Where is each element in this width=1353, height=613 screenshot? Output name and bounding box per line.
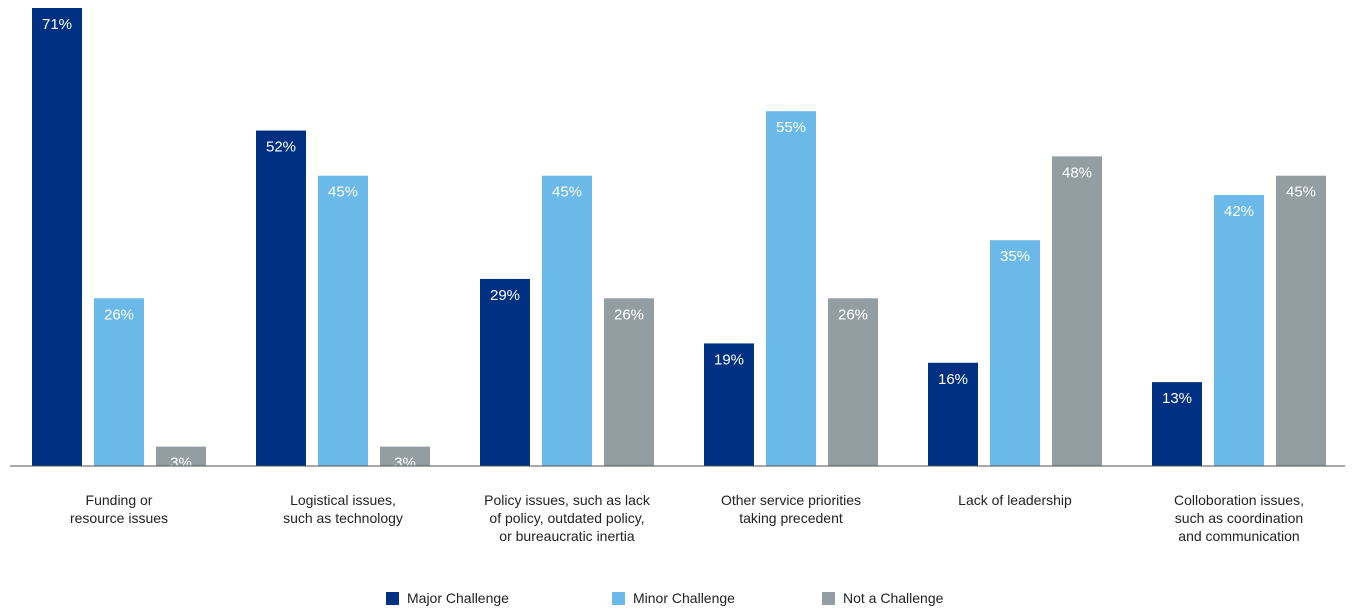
category-labels-group: Funding or resource issues Logistical issu… bbox=[70, 492, 1304, 544]
legend-label-major: Major Challenge bbox=[407, 590, 509, 606]
bar-not-3 bbox=[828, 298, 878, 466]
legend-label-not: Not a Challenge bbox=[843, 590, 944, 606]
bar-value-label-not-4: 48% bbox=[1062, 164, 1092, 181]
bar-value-label-major-5: 13% bbox=[1162, 390, 1192, 407]
bar-not-5 bbox=[1276, 175, 1326, 466]
bar-minor-1 bbox=[318, 175, 368, 466]
category-label-2-line-1: of policy, outdated policy, bbox=[489, 510, 644, 526]
bar-value-label-major-2: 29% bbox=[490, 287, 520, 304]
category-label-5-line-1: such as coordination bbox=[1175, 510, 1303, 526]
bar-not-2 bbox=[604, 298, 654, 466]
bar-value-label-major-4: 16% bbox=[938, 371, 968, 388]
bar-minor-4 bbox=[990, 240, 1040, 466]
bar-value-label-minor-3: 55% bbox=[776, 119, 806, 136]
legend: Major Challenge Minor Challenge Not a Ch… bbox=[0, 590, 1353, 610]
bar-major-3 bbox=[704, 343, 754, 466]
category-label-2-line-2: or bureaucratic inertia bbox=[499, 528, 635, 544]
bar-major-5 bbox=[1152, 382, 1202, 466]
bar-major-2 bbox=[480, 278, 530, 466]
bar-minor-2 bbox=[542, 175, 592, 466]
bar-value-label-minor-1: 45% bbox=[328, 184, 358, 201]
bar-value-label-major-0: 71% bbox=[42, 16, 72, 33]
bar-not-1 bbox=[380, 446, 430, 466]
bar-chart: 71% 26% 3% 52% 45% 3% 29% 45% 26% 19% 55% 26% 16% 35%… bbox=[10, 8, 1345, 544]
category-label-5-line-2: and communication bbox=[1178, 528, 1299, 544]
bar-value-label-not-3: 26% bbox=[838, 306, 868, 323]
bar-major-1 bbox=[256, 130, 306, 466]
bar-value-label-not-5: 45% bbox=[1286, 184, 1316, 201]
legend-item-minor-challenge: Minor Challenge bbox=[612, 590, 735, 606]
bar-minor-0 bbox=[94, 298, 144, 466]
bar-value-label-not-1: 3% bbox=[394, 455, 416, 472]
bars-group bbox=[32, 8, 1326, 466]
bar-value-label-minor-4: 35% bbox=[1000, 248, 1030, 265]
bar-value-label-not-0: 3% bbox=[170, 455, 192, 472]
legend-swatch-major bbox=[386, 591, 399, 605]
category-label-4-line-0: Lack of leadership bbox=[958, 492, 1072, 508]
bar-not-0 bbox=[156, 446, 206, 466]
bar-value-label-minor-5: 42% bbox=[1224, 203, 1254, 220]
category-label-1-line-1: such as technology bbox=[283, 510, 403, 526]
category-label-0-line-0: Funding or bbox=[86, 492, 153, 508]
bar-value-label-minor-2: 45% bbox=[552, 184, 582, 201]
bar-value-label-minor-0: 26% bbox=[104, 306, 134, 323]
legend-label-minor: Minor Challenge bbox=[633, 590, 735, 606]
bar-value-label-major-3: 19% bbox=[714, 351, 744, 368]
category-label-3-line-0: Other service priorities bbox=[721, 492, 861, 508]
legend-swatch-minor bbox=[612, 591, 625, 605]
bar-minor-5 bbox=[1214, 195, 1264, 466]
category-label-2-line-0: Policy issues, such as lack bbox=[484, 492, 651, 508]
category-label-1-line-0: Logistical issues, bbox=[290, 492, 396, 508]
bar-major-0 bbox=[32, 8, 82, 466]
bar-value-label-major-1: 52% bbox=[266, 139, 296, 156]
bar-labels-group: 71% 26% 3% 52% 45% 3% 29% 45% 26% 19% 55% 26% 16% 35%… bbox=[42, 16, 1316, 472]
legend-item-major-challenge: Major Challenge bbox=[386, 590, 509, 606]
bar-value-label-not-2: 26% bbox=[614, 306, 644, 323]
category-label-5-line-0: Colloboration issues, bbox=[1174, 492, 1304, 508]
legend-swatch-not bbox=[822, 591, 835, 605]
bar-major-4 bbox=[928, 362, 978, 466]
legend-item-not-a-challenge: Not a Challenge bbox=[822, 590, 943, 606]
bar-not-4 bbox=[1052, 156, 1102, 466]
bar-minor-3 bbox=[766, 111, 816, 466]
category-label-3-line-1: taking precedent bbox=[739, 510, 843, 526]
category-label-0-line-1: resource issues bbox=[70, 510, 168, 526]
